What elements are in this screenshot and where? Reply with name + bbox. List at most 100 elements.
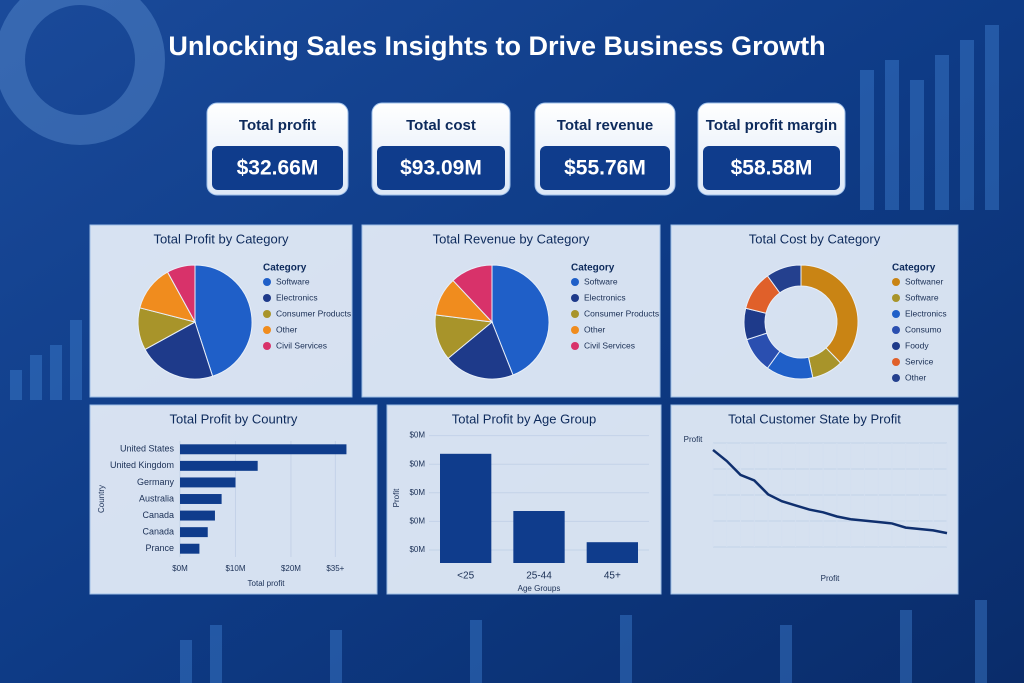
- x-axis-label: Profit: [821, 574, 840, 583]
- kpi-value: $32.66M: [237, 157, 319, 180]
- legend-title: Category: [263, 263, 307, 274]
- kpi-label: Total profit: [239, 117, 316, 134]
- x-tick-label: $10M: [225, 564, 245, 573]
- bar: [513, 511, 565, 563]
- chart-title: Total Cost by Category: [749, 231, 881, 246]
- legend-title: Category: [892, 263, 936, 274]
- kpi-label: Total cost: [406, 117, 476, 134]
- decor-ring: [0, 0, 165, 145]
- kpi-value-box: [212, 146, 343, 190]
- chart-panel: [89, 404, 378, 595]
- kpi-value-box: [703, 146, 840, 190]
- bar: [180, 444, 347, 455]
- legend-swatch: [892, 358, 900, 366]
- y-tick-label: United Kingdom: [110, 460, 174, 470]
- legend-swatch: [571, 342, 579, 350]
- x-tick-label: <25: [457, 571, 474, 582]
- bar: [180, 494, 222, 504]
- legend-swatch: [892, 310, 900, 318]
- legend-label: Electronics: [905, 308, 947, 318]
- x-axis-label: Age Groups: [518, 584, 561, 593]
- legend-swatch: [892, 342, 900, 350]
- y-tick-label: $0M: [409, 431, 425, 440]
- kpi-value: $55.76M: [564, 157, 646, 180]
- kpi-value: $93.09M: [400, 157, 482, 180]
- pie-slice: [144, 321, 214, 380]
- legend-swatch: [892, 294, 900, 302]
- pie-slice: [166, 264, 196, 323]
- bar: [180, 477, 236, 488]
- legend-label: Other: [276, 324, 297, 334]
- legend-swatch: [263, 294, 271, 302]
- x-axis-label: Total profit: [248, 579, 286, 588]
- y-tick-label: $0M: [409, 545, 425, 554]
- legend-label: Foody: [905, 340, 929, 350]
- chart-panel: [670, 404, 959, 595]
- x-tick-label: $20M: [281, 564, 301, 573]
- legend-label: Softwaner: [905, 276, 943, 286]
- pie-slice: [452, 264, 493, 324]
- y-axis-label: Profit: [684, 435, 703, 444]
- legend-label: Consumer Products: [276, 308, 351, 318]
- y-tick-label: United States: [120, 444, 175, 454]
- chart-title: Total Revenue by Category: [433, 231, 590, 246]
- legend-swatch: [263, 278, 271, 286]
- bar: [180, 543, 200, 554]
- chart-panel: [386, 404, 662, 595]
- legend-swatch: [571, 278, 579, 286]
- pie-slice: [447, 321, 514, 380]
- legend-label: Electronics: [276, 292, 318, 302]
- x-tick-label: $35+: [326, 564, 344, 573]
- bar: [180, 527, 208, 538]
- bar: [440, 453, 492, 563]
- y-tick-label: $0M: [409, 517, 425, 526]
- legend-swatch: [892, 374, 900, 382]
- legend-label: Other: [905, 372, 926, 382]
- x-tick-label: 45+: [604, 571, 621, 582]
- donut-slice: [766, 264, 802, 294]
- kpi-label: Total revenue: [557, 117, 653, 134]
- chart-title: Total Profit by Category: [153, 231, 289, 246]
- kpi-value: $58.58M: [731, 157, 813, 180]
- bar: [180, 510, 215, 521]
- legend-swatch: [571, 294, 579, 302]
- bar: [180, 460, 258, 471]
- legend-label: Civil Services: [276, 340, 327, 350]
- legend-label: Software: [276, 276, 310, 286]
- y-tick-label: Prance: [145, 543, 174, 553]
- line: [712, 448, 948, 535]
- y-tick-label: Australia: [139, 493, 174, 503]
- legend-title: Category: [571, 263, 615, 274]
- kpi-value-box: [377, 146, 505, 190]
- chart-title: Total Profit by Age Group: [452, 411, 597, 426]
- legend-label: Service: [905, 356, 934, 366]
- chart-title: Total Profit by Country: [170, 411, 298, 426]
- y-tick-label: Germany: [137, 477, 175, 487]
- legend-swatch: [892, 326, 900, 334]
- legend-label: Software: [584, 276, 618, 286]
- legend-swatch: [263, 310, 271, 318]
- legend-label: Consumo: [905, 324, 942, 334]
- legend-label: Electronics: [584, 292, 626, 302]
- legend-swatch: [263, 342, 271, 350]
- legend-swatch: [892, 278, 900, 286]
- x-tick-label: 25-44: [526, 571, 552, 582]
- y-tick-label: $0M: [409, 459, 425, 468]
- y-tick-label: Canada: [142, 527, 174, 537]
- legend-label: Software: [905, 292, 939, 302]
- legend-label: Consumer Products: [584, 308, 659, 318]
- legend-swatch: [263, 326, 271, 334]
- y-axis-label: Profit: [392, 488, 401, 507]
- legend-swatch: [571, 310, 579, 318]
- y-tick-label: Canada: [142, 510, 174, 520]
- legend-swatch: [571, 326, 579, 334]
- bar: [586, 542, 638, 563]
- y-tick-label: $0M: [409, 488, 425, 497]
- kpi-label: Total profit margin: [706, 117, 837, 134]
- legend-label: Civil Services: [584, 340, 635, 350]
- chart-title: Total Customer State by Profit: [728, 411, 901, 426]
- pie-slice: [194, 264, 253, 377]
- legend-label: Other: [584, 324, 605, 334]
- x-tick-label: $0M: [172, 564, 188, 573]
